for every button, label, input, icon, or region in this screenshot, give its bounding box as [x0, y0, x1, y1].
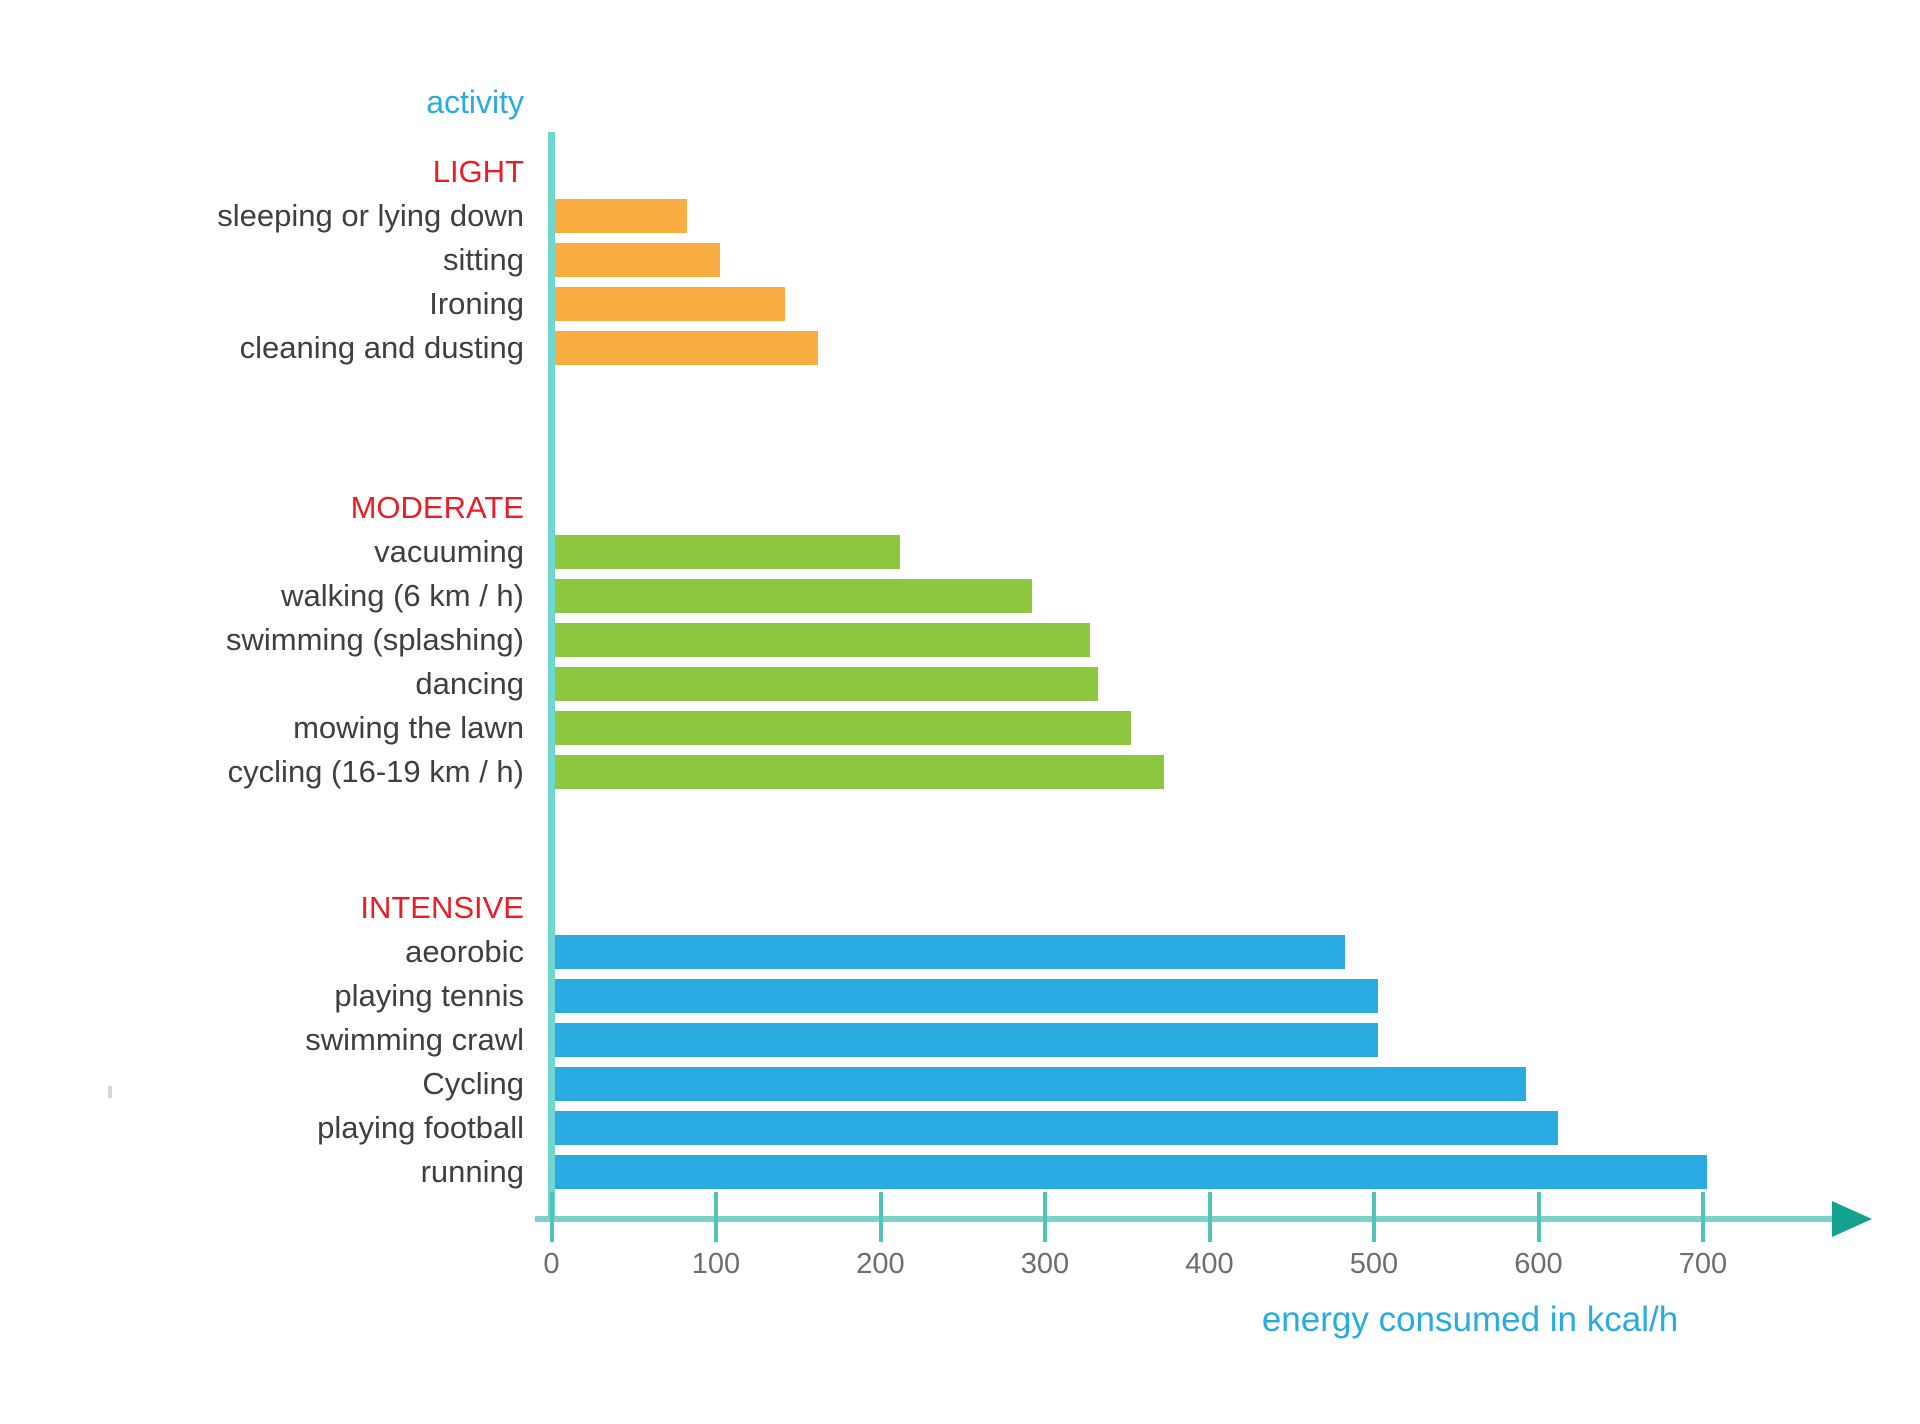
- x-axis-tick-label: 400: [1185, 1248, 1234, 1280]
- x-axis-tick-label: 700: [1678, 1248, 1728, 1280]
- x-axis-arrowhead-icon: [1832, 1201, 1872, 1237]
- x-axis-tick-0: [549, 1192, 554, 1242]
- activity-label: dancing: [415, 666, 524, 701]
- activity-label: swimming (splashing): [225, 622, 524, 657]
- activity-label: mowing the lawn: [293, 710, 524, 745]
- bar: [555, 579, 1032, 613]
- activity-label: running: [420, 1154, 524, 1189]
- x-axis-tick-700: [1701, 1192, 1705, 1242]
- scan-artifact: [108, 1086, 112, 1098]
- bar: [555, 667, 1098, 701]
- x-axis-tick-label: 600: [1514, 1248, 1563, 1280]
- bar: [555, 979, 1378, 1013]
- activity-label: walking (6 km / h): [281, 578, 524, 613]
- bar: [555, 755, 1164, 789]
- group-header-intensive: INTENSIVE: [360, 890, 524, 925]
- bar: [555, 331, 818, 365]
- x-axis-tick-label: 200: [856, 1248, 905, 1280]
- activity-label: cleaning and dusting: [239, 330, 524, 365]
- x-axis-tick-300: [1043, 1192, 1047, 1242]
- x-axis-tick-label: 100: [691, 1248, 741, 1280]
- group-header-light: LIGHT: [432, 154, 524, 189]
- bar: [555, 1023, 1378, 1057]
- activity-label: sleeping or lying down: [217, 198, 524, 233]
- bar: [555, 1155, 1707, 1189]
- x-axis-tick-label: 0: [543, 1248, 560, 1280]
- group-header-moderate: MODERATE: [350, 490, 524, 525]
- chart-title: activity: [426, 84, 524, 120]
- activity-label: cycling (16-19 km / h): [227, 754, 524, 789]
- activity-label: swimming crawl: [305, 1022, 524, 1057]
- x-axis-tick-200: [878, 1192, 883, 1242]
- activity-label: playing tennis: [334, 978, 524, 1013]
- x-axis-title: energy consumed in kcal/h: [1261, 1300, 1679, 1339]
- x-axis-tick-400: [1207, 1192, 1212, 1242]
- activity-label: playing football: [317, 1110, 524, 1145]
- activity-label: aeorobic: [405, 934, 524, 969]
- y-axis-line: [548, 132, 555, 1222]
- bar: [555, 711, 1131, 745]
- bar: [555, 623, 1090, 657]
- x-axis-line: [535, 1216, 1835, 1222]
- bar: [555, 199, 687, 233]
- x-axis-tick-100: [714, 1192, 718, 1242]
- x-axis-tick-label: 300: [1020, 1248, 1070, 1280]
- bar: [555, 1111, 1558, 1145]
- activity-label: Ironing: [429, 286, 524, 321]
- activity-label: sitting: [443, 242, 524, 277]
- bar: [555, 535, 900, 569]
- bar: [555, 1067, 1526, 1101]
- x-axis-tick-label: 500: [1349, 1248, 1399, 1280]
- bar: [555, 243, 720, 277]
- activity-label: vacuuming: [374, 534, 524, 569]
- bar: [555, 935, 1345, 969]
- bar: [555, 287, 785, 321]
- activity-label: Cycling: [422, 1066, 524, 1101]
- x-axis-tick-500: [1372, 1192, 1376, 1242]
- x-axis-tick-600: [1536, 1192, 1541, 1242]
